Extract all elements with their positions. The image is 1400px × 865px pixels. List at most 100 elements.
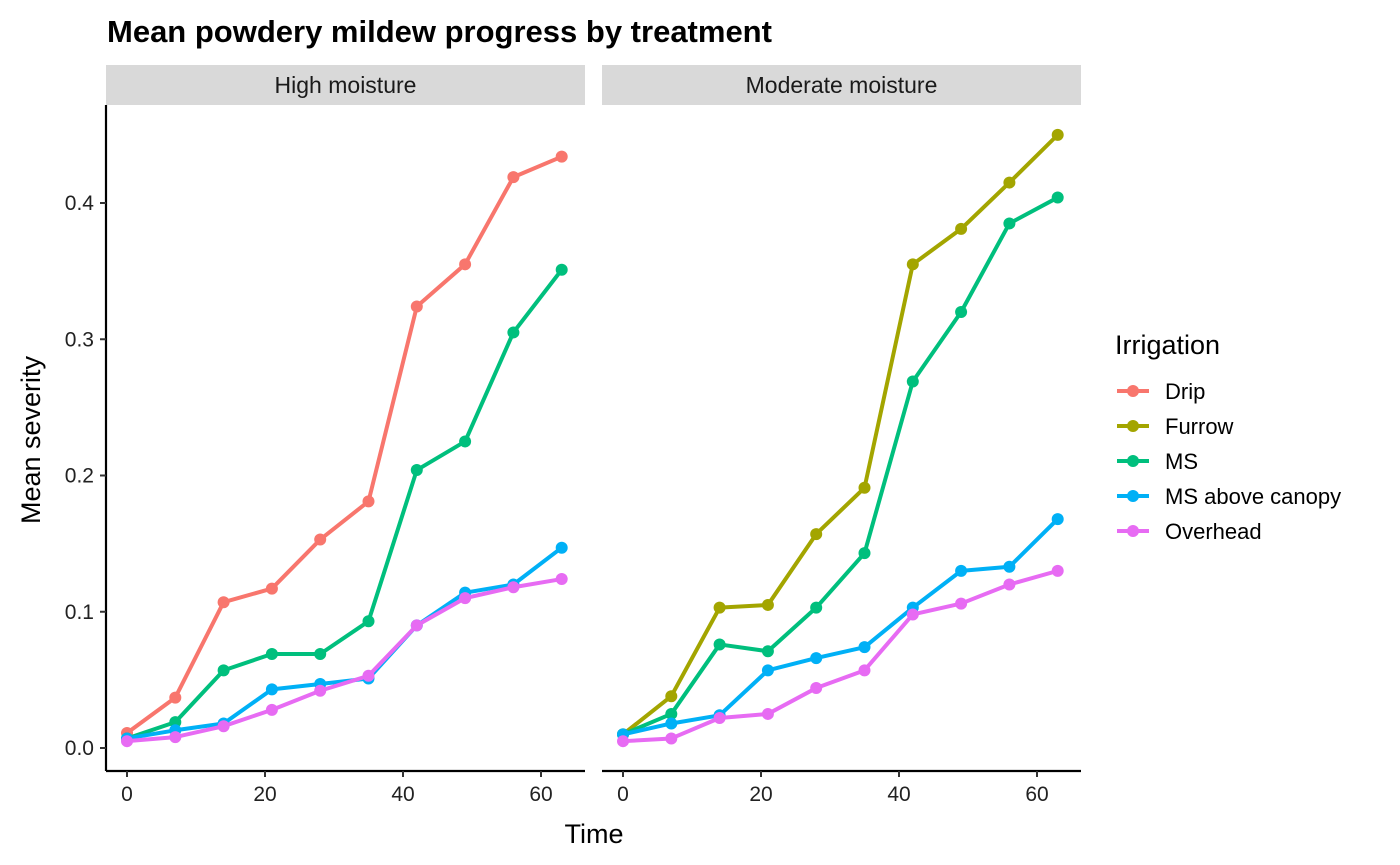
data-point — [265, 647, 278, 660]
data-point — [713, 601, 726, 614]
x-tick-label: 0 — [121, 783, 133, 806]
facet-strip — [106, 65, 585, 105]
data-point — [265, 703, 278, 716]
legend-title: Irrigation — [1115, 330, 1220, 360]
data-point — [906, 608, 919, 621]
legend-label: MS above canopy — [1165, 484, 1341, 509]
legend-item: MS above canopy — [1117, 484, 1341, 509]
data-point — [858, 547, 871, 560]
data-point — [265, 683, 278, 696]
data-point — [810, 682, 823, 695]
legend-item: Overhead — [1117, 519, 1262, 544]
data-point — [410, 300, 423, 313]
data-point — [459, 258, 472, 271]
data-point — [555, 573, 568, 586]
series-line — [622, 517, 1060, 737]
series-line — [126, 546, 563, 741]
data-point — [955, 564, 968, 577]
legend-item: Furrow — [1117, 414, 1234, 439]
series-line — [621, 133, 1060, 736]
legend-key-point — [1127, 420, 1139, 432]
data-point — [665, 717, 678, 730]
legend-label: Drip — [1165, 379, 1205, 404]
y-tick-label: 0.1 — [65, 601, 94, 624]
data-point — [761, 645, 774, 658]
data-point — [955, 306, 968, 318]
data-point — [665, 732, 678, 745]
series-ms-above-canopy — [617, 513, 1064, 741]
data-point — [858, 481, 871, 494]
y-tick-label: 0.4 — [65, 192, 95, 215]
data-point — [617, 735, 629, 748]
data-point — [555, 150, 568, 163]
data-point — [1051, 513, 1064, 526]
facet-label: Moderate moisture — [746, 72, 938, 98]
series-furrow — [617, 128, 1064, 741]
data-point — [810, 528, 823, 541]
data-point — [906, 375, 919, 388]
data-point — [217, 596, 230, 609]
legend-key-point — [1127, 490, 1139, 502]
legend-label: Furrow — [1165, 414, 1234, 439]
data-point — [761, 598, 774, 611]
x-tick-label: 0 — [617, 783, 629, 806]
x-tick-label: 60 — [529, 783, 552, 806]
data-point — [314, 684, 327, 697]
legend-label: MS — [1165, 449, 1198, 474]
panel-moderate-moisture: Moderate moisture 0 20 40 60 — [602, 65, 1081, 806]
facet-strip — [602, 65, 1081, 105]
data-point — [410, 464, 423, 477]
legend-key-point — [1127, 455, 1139, 467]
data-point — [761, 664, 774, 677]
series-overhead — [121, 573, 568, 748]
series-ms — [617, 191, 1064, 741]
data-point — [169, 731, 182, 744]
data-point — [265, 582, 278, 595]
data-point — [314, 647, 327, 660]
data-point — [1051, 191, 1064, 204]
data-point — [507, 171, 520, 184]
series-ms-above-canopy — [121, 541, 568, 745]
data-point — [314, 533, 327, 546]
legend-key-point — [1127, 525, 1139, 537]
data-point — [858, 641, 871, 654]
series-line — [622, 568, 1059, 744]
panel-high-moisture: High moisture 0.0 0.1 0.2 0.3 0.4 0 20 40 60 — [65, 65, 585, 806]
data-point — [713, 638, 726, 651]
data-point — [217, 664, 230, 677]
series-drip — [121, 150, 568, 740]
y-axis-title: Mean severity — [16, 355, 46, 524]
x-tick-label: 20 — [253, 783, 276, 806]
data-point — [362, 669, 375, 682]
x-tick-label: 60 — [1025, 783, 1048, 806]
data-point — [169, 691, 182, 704]
data-point — [810, 652, 823, 665]
data-point — [955, 597, 968, 610]
data-point — [1051, 564, 1064, 577]
data-point — [1003, 578, 1016, 591]
data-point — [906, 258, 919, 271]
series-overhead — [617, 564, 1064, 748]
legend: Irrigation Drip Furrow MS MS above canopy Ov… — [1115, 330, 1341, 544]
x-tick-label: 40 — [887, 783, 910, 806]
data-point — [665, 690, 678, 703]
series-line — [126, 268, 564, 741]
series-line — [126, 577, 563, 744]
facet-label: High moisture — [275, 72, 417, 98]
legend-key-point — [1127, 385, 1139, 397]
data-point — [955, 222, 968, 235]
y-tick-label: 0.2 — [65, 465, 94, 488]
data-point — [362, 615, 375, 628]
data-point — [713, 712, 726, 725]
data-point — [217, 720, 230, 733]
data-point — [761, 707, 774, 720]
data-point — [810, 601, 823, 614]
data-point — [1003, 560, 1016, 573]
data-point — [507, 581, 520, 594]
y-tick-label: 0.0 — [65, 737, 94, 760]
legend-item: MS — [1117, 449, 1198, 474]
chart-title: Mean powdery mildew progress by treatmen… — [107, 14, 772, 49]
data-point — [459, 592, 472, 605]
x-tick-label: 40 — [391, 783, 414, 806]
